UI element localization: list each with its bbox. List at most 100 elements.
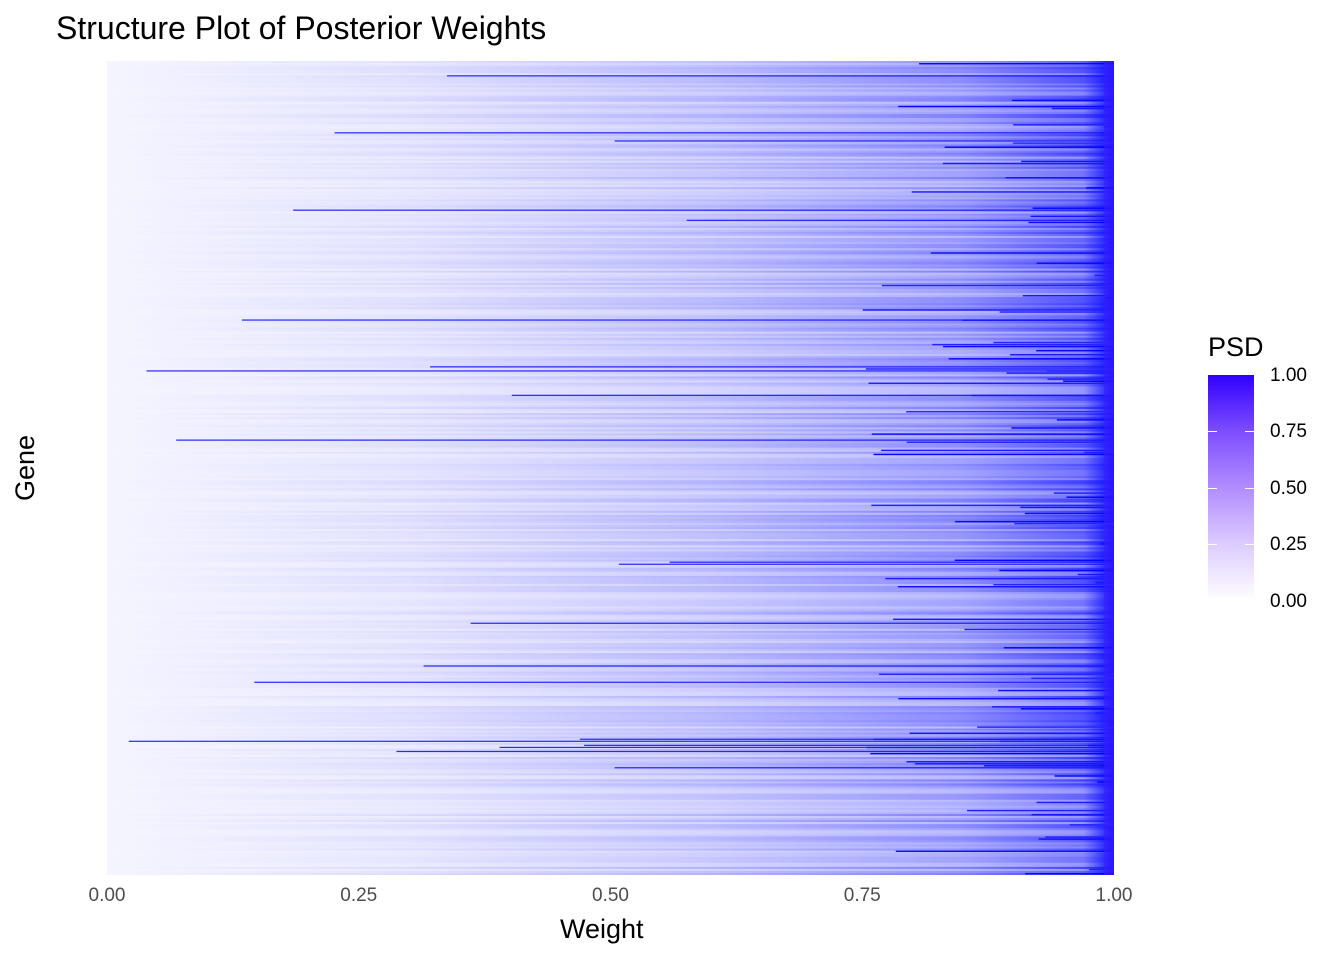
gene-streak [1054, 775, 1114, 777]
gene-streak [614, 140, 1114, 142]
gene-row [107, 490, 1114, 493]
gene-streak [942, 162, 1114, 165]
gene-streak [254, 681, 1114, 683]
gene-row [107, 771, 1114, 774]
gene-row [107, 677, 1114, 680]
gene-row [107, 427, 1114, 430]
gene-row [107, 390, 1114, 393]
gene-streak [614, 767, 1114, 769]
gene-row [107, 73, 1114, 76]
gene-row [107, 820, 1114, 823]
gene-row [107, 667, 1114, 670]
gene-row [107, 647, 1114, 650]
gene-row [107, 510, 1114, 514]
legend: PSD 1.00 0.75 0.50 0.25 0.00 [1208, 330, 1338, 630]
gene-row [107, 374, 1114, 377]
heatmap-svg [107, 61, 1114, 875]
gene-streak [1089, 868, 1114, 871]
gene-row [107, 840, 1114, 843]
gene-row [107, 543, 1114, 546]
gene-row [107, 663, 1114, 666]
gene-row [107, 195, 1114, 198]
gene-row [107, 242, 1114, 245]
gene-row [107, 89, 1114, 92]
gene-row [107, 693, 1114, 697]
gene-streak [618, 563, 1114, 565]
gene-row [107, 533, 1114, 536]
gene-row [107, 854, 1114, 857]
gene-row [107, 777, 1114, 780]
gene-row [107, 522, 1114, 526]
gene-row [107, 520, 1114, 524]
gene-row [107, 120, 1114, 123]
gene-row [107, 787, 1114, 790]
gene-row [107, 679, 1114, 682]
gene-row [107, 695, 1114, 699]
gene-row [107, 233, 1114, 237]
gene-row [107, 201, 1114, 204]
gene-row [107, 463, 1114, 467]
gene-row [107, 702, 1114, 705]
gene-row [107, 824, 1114, 827]
gene-streak [906, 411, 1114, 413]
gene-streak [1028, 221, 1114, 224]
gene-streak [999, 311, 1114, 313]
gene-row [107, 170, 1114, 174]
gene-streak [1045, 836, 1114, 838]
gene-row [107, 494, 1114, 497]
gene-row [107, 61, 1114, 64]
gene-streak [932, 343, 1114, 346]
gene-row [107, 360, 1114, 363]
gene-row [107, 347, 1114, 351]
gene-row [107, 445, 1114, 448]
gene-streak [128, 740, 1114, 742]
gene-streak [1031, 813, 1114, 816]
gene-row [107, 396, 1114, 400]
gene-row [107, 258, 1114, 261]
gene-row [107, 380, 1114, 383]
gene-row [107, 541, 1114, 544]
gene-row [107, 130, 1114, 133]
gene-row [107, 516, 1114, 520]
gene-row [107, 142, 1114, 145]
gene-streak [993, 341, 1114, 344]
gene-row [107, 299, 1114, 302]
gene-row [107, 832, 1114, 835]
gene-row [107, 504, 1114, 507]
gene-streak [898, 697, 1114, 700]
gene-row [107, 866, 1114, 870]
gene-row [107, 95, 1114, 98]
gene-streak [176, 439, 1114, 441]
gene-row [107, 352, 1114, 355]
gene-row [107, 229, 1114, 233]
gene-row [107, 500, 1114, 503]
gene-row [107, 809, 1114, 813]
gene-row [107, 231, 1114, 235]
gene-streak [865, 368, 1114, 370]
gene-row [107, 297, 1114, 300]
gene-row [107, 97, 1114, 100]
gene-row [107, 311, 1114, 314]
gene-row [107, 207, 1114, 210]
gene-row [107, 284, 1114, 288]
gene-row [107, 524, 1114, 528]
gene-streak [146, 370, 1114, 372]
gene-row [107, 638, 1114, 642]
gene-row [107, 349, 1114, 353]
gene-streak [999, 569, 1114, 572]
gene-row [107, 274, 1114, 278]
gene-row [107, 476, 1114, 479]
gene-row [107, 657, 1114, 660]
gene-streak [396, 750, 1114, 753]
gene-streak [242, 319, 1114, 321]
gene-row [107, 822, 1114, 825]
gene-row [107, 579, 1114, 583]
gene-streak [499, 746, 1114, 749]
gene-row [107, 117, 1114, 121]
gene-row [107, 268, 1114, 271]
gene-streak [993, 584, 1114, 586]
gene-row [107, 406, 1114, 410]
gene-streak [967, 809, 1114, 812]
gene-row [107, 527, 1114, 530]
y-axis-title: Gene [10, 434, 40, 502]
